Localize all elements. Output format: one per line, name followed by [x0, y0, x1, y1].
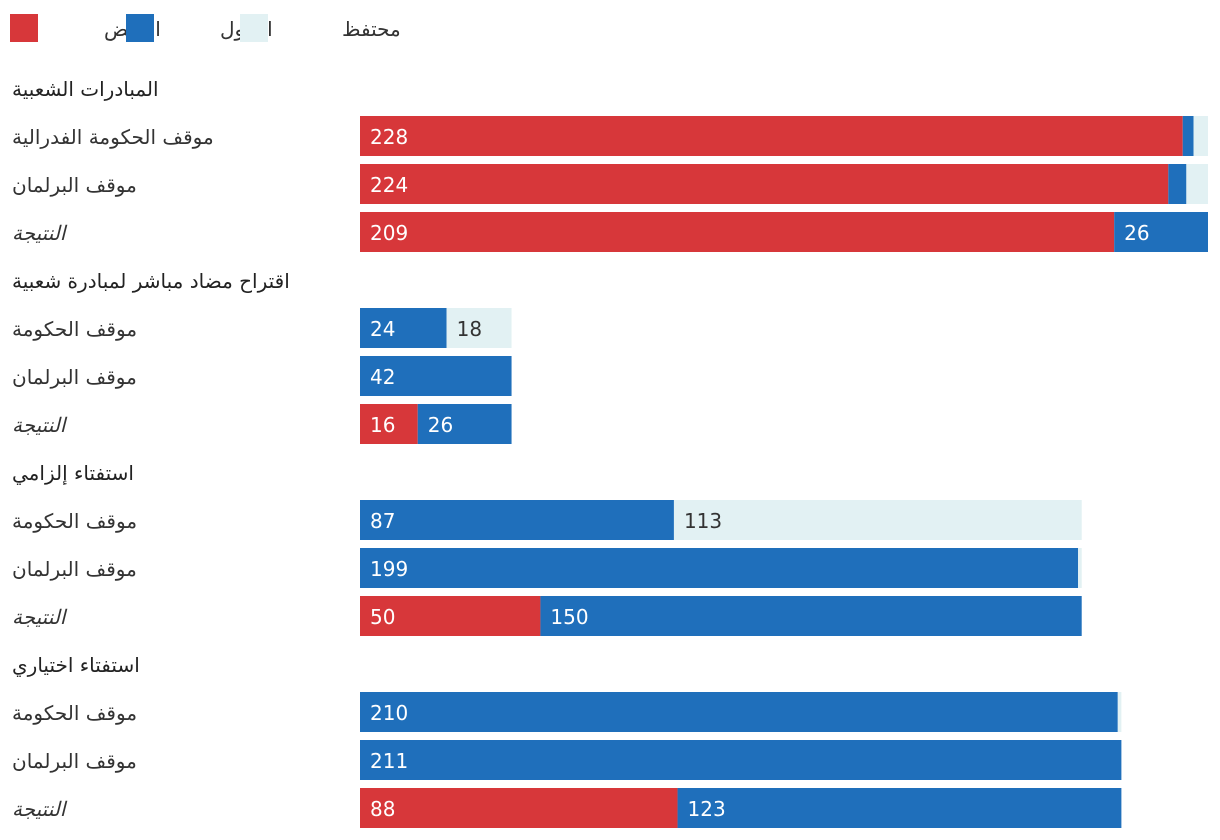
bar-segment-abstain: [1078, 548, 1082, 588]
legend: الرفضالقبولمحتفظ: [10, 14, 401, 42]
bar-segment-accept: [1114, 212, 1208, 252]
row-label-result: النتيجة: [12, 221, 68, 245]
row-label-result: النتيجة: [12, 605, 68, 629]
bar-segment-accept: [360, 548, 1079, 588]
bar-segment-accept: [417, 404, 512, 444]
value-label-reject: 88: [370, 797, 395, 821]
group-3: استفتاء إلزامي موقف الحكومة 87 113 موقف البر…: [12, 461, 1082, 636]
row-label: موقف الحكومة الفدرالية: [12, 125, 214, 149]
bar-segment-accept: [360, 692, 1118, 732]
bar-segment-reject: [360, 212, 1115, 252]
bar-row: موقف البرلمان 199: [12, 548, 1082, 588]
bar-row: موقف الحكومة 210: [12, 692, 1122, 732]
bar-row: موقف الحكومة الفدرالية 228: [12, 116, 1208, 156]
value-label-accept: 26: [428, 413, 453, 437]
legend-swatch-reject: [10, 14, 38, 42]
row-label: موقف الحكومة: [12, 509, 137, 533]
group-4: استفتاء اختياري موقف الحكومة 210 موقف البرل…: [12, 653, 1122, 828]
bar-segment-abstain: [1117, 692, 1122, 732]
value-label-accept: 26: [1124, 221, 1149, 245]
bar-row: موقف البرلمان 42: [12, 356, 512, 396]
value-label-accept: 210: [370, 701, 408, 725]
group-title: اقتراح مضاد مباشر لمبادرة شعبية: [12, 269, 290, 293]
bar-segment-accept: [360, 356, 512, 396]
bar-segment-accept: [360, 308, 447, 348]
bar-row: موقف البرلمان 224: [12, 164, 1208, 204]
group-2: اقتراح مضاد مباشر لمبادرة شعبية موقف الحك…: [12, 269, 512, 444]
row-label: موقف الحكومة: [12, 701, 137, 725]
bar-segment-abstain: [446, 308, 512, 348]
bar-segment-accept: [677, 788, 1122, 828]
bar-row: النتيجة 209 26: [12, 212, 1208, 252]
bar-segment-reject: [360, 116, 1183, 156]
group-title: استفتاء إلزامي: [12, 461, 134, 486]
row-label-result: النتيجة: [12, 797, 68, 821]
value-label-accept: 150: [550, 605, 588, 629]
value-label-accept: 42: [370, 365, 395, 389]
row-label: موقف البرلمان: [12, 173, 137, 197]
value-label-accept: 199: [370, 557, 408, 581]
bar-segment-abstain: [1193, 116, 1208, 156]
value-label-reject: 224: [370, 173, 408, 197]
bar-row: النتيجة 16 26: [12, 404, 512, 444]
bar-segment-accept: [360, 740, 1122, 780]
group-title: المبادرات الشعبية: [12, 77, 159, 101]
bar-segment-accept: [1168, 164, 1187, 204]
value-label-reject: 228: [370, 125, 408, 149]
bar-row: النتيجة 50 150: [12, 596, 1082, 636]
group-title: استفتاء اختياري: [12, 653, 140, 678]
bar-row: النتيجة 88 123: [12, 788, 1122, 828]
row-label: موقف البرلمان: [12, 749, 137, 773]
bar-segment-reject: [360, 596, 541, 636]
row-label: موقف البرلمان: [12, 365, 137, 389]
chart-groups: المبادرات الشعبية موقف الحكومة الفدرالية 2…: [12, 77, 1208, 828]
value-label-accept: 24: [370, 317, 395, 341]
bar-segment-abstain: [673, 500, 1082, 540]
value-label-abstain: 18: [457, 317, 482, 341]
row-label: موقف البرلمان: [12, 557, 137, 581]
bar-row: موقف البرلمان 211: [12, 740, 1122, 780]
legend-swatch-accept: [126, 14, 154, 42]
bar-segment-accept: [540, 596, 1082, 636]
value-label-accept: 123: [688, 797, 726, 821]
bar-segment-abstain: [1186, 164, 1208, 204]
value-label-accept: 211: [370, 749, 408, 773]
value-label-reject: 209: [370, 221, 408, 245]
bar-row: موقف الحكومة 24 18: [12, 308, 512, 348]
value-label-abstain: 113: [684, 509, 722, 533]
row-label: موقف الحكومة: [12, 317, 137, 341]
bar-segment-reject: [360, 164, 1169, 204]
bar-segment-accept: [360, 500, 674, 540]
bar-row: موقف الحكومة 87 113: [12, 500, 1082, 540]
value-label-accept: 87: [370, 509, 395, 533]
bar-segment-accept: [1182, 116, 1194, 156]
row-label-result: النتيجة: [12, 413, 68, 437]
bar-segment-reject: [360, 788, 678, 828]
value-label-reject: 16: [370, 413, 395, 437]
value-label-reject: 50: [370, 605, 395, 629]
legend-swatch-abstain: [240, 14, 268, 42]
group-1: المبادرات الشعبية موقف الحكومة الفدرالية 2…: [12, 77, 1208, 252]
legend-label-abstain: محتفظ: [342, 17, 401, 41]
bar-segment-reject: [360, 404, 418, 444]
